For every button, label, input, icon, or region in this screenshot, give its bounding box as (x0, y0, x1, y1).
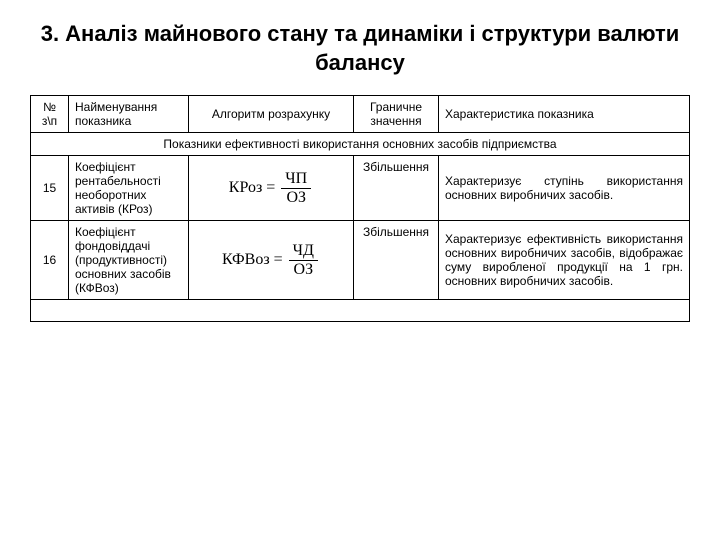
row-formula: КФВоз = ЧД ОЗ (189, 221, 354, 300)
row-limit: Збільшення (354, 221, 439, 300)
row-num: 16 (31, 221, 69, 300)
row-name: Коефіцієнт рентабельності необоротних ак… (69, 156, 189, 221)
empty-cell (31, 300, 690, 322)
header-row: № з\п Найменування показника Алгоритм ро… (31, 96, 690, 133)
formula-lhs: КРоз = (229, 179, 276, 196)
section-title: Показники ефективності використання осно… (31, 133, 690, 156)
header-algo: Алгоритм розрахунку (189, 96, 354, 133)
row-num: 15 (31, 156, 69, 221)
formula-numerator: ЧП (281, 170, 311, 189)
formula-numerator: ЧД (289, 242, 318, 261)
row-characteristic: Характеризує ступінь використання основн… (439, 156, 690, 221)
row-formula: КРоз = ЧП ОЗ (189, 156, 354, 221)
table-row: 16 Коефіцієнт фондовіддачі (продуктивнос… (31, 221, 690, 300)
header-limit: Граничне значення (354, 96, 439, 133)
indicators-table: № з\п Найменування показника Алгоритм ро… (30, 95, 690, 322)
table-row: 15 Коефіцієнт рентабельності необоротних… (31, 156, 690, 221)
empty-row (31, 300, 690, 322)
header-name: Найменування показника (69, 96, 189, 133)
header-num: № з\п (31, 96, 69, 133)
formula-fraction: ЧП ОЗ (281, 170, 311, 206)
formula-fraction: ЧД ОЗ (289, 242, 318, 278)
page-title: 3. Аналіз майнового стану та динаміки і … (30, 20, 690, 77)
formula-denominator: ОЗ (289, 261, 318, 279)
header-char: Характеристика показника (439, 96, 690, 133)
section-row: Показники ефективності використання осно… (31, 133, 690, 156)
row-limit: Збільшення (354, 156, 439, 221)
formula-lhs: КФВоз = (222, 251, 283, 268)
row-characteristic: Характеризує ефективність використання о… (439, 221, 690, 300)
formula-denominator: ОЗ (281, 189, 311, 207)
row-name: Коефіцієнт фондовіддачі (продуктивності)… (69, 221, 189, 300)
